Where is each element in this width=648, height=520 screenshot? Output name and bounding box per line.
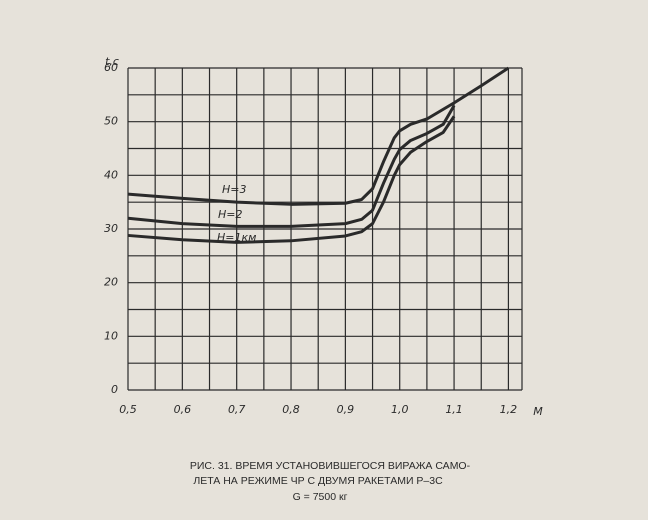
x-tick-label: 0,5	[119, 403, 137, 416]
y-tick-label: 0	[111, 383, 118, 396]
x-tick-label: 0,7	[228, 403, 246, 416]
caption: РИС. 31. ВРЕМЯ УСТАНОВИВШЕГОСЯ ВИРАЖА СА…	[190, 460, 471, 472]
x-tick-label: 1,1	[445, 403, 463, 416]
caption: ЛЕТА НА РЕЖИМЕ ЧР С ДВУМЯ РАКЕТАМИ Р–3С	[193, 475, 443, 487]
curve	[127, 66, 510, 206]
x-tick-label: 1,0	[391, 403, 409, 416]
y-tick-label: 50	[104, 115, 118, 128]
caption: G = 7500 кг	[293, 491, 348, 503]
y-tick-label: 20	[104, 276, 118, 289]
y-tick-label: 30	[104, 222, 118, 235]
y-tick-label: 60	[104, 61, 118, 74]
y-tick-label: 10	[104, 329, 118, 342]
curve-label: H=3	[222, 183, 247, 196]
y-axis-label: t,c	[105, 55, 119, 68]
x-tick-label: 0,9	[337, 403, 355, 416]
x-axis-label: M	[533, 405, 543, 418]
x-tick-label: 0,6	[174, 403, 192, 416]
curve-label: H=2	[218, 208, 243, 221]
x-tick-label: 0,8	[282, 403, 300, 416]
curve	[127, 104, 456, 228]
y-tick-label: 40	[104, 168, 118, 181]
curve	[127, 115, 456, 244]
curve-label: H=1км	[217, 231, 256, 244]
x-tick-label: 1,2	[500, 403, 518, 416]
